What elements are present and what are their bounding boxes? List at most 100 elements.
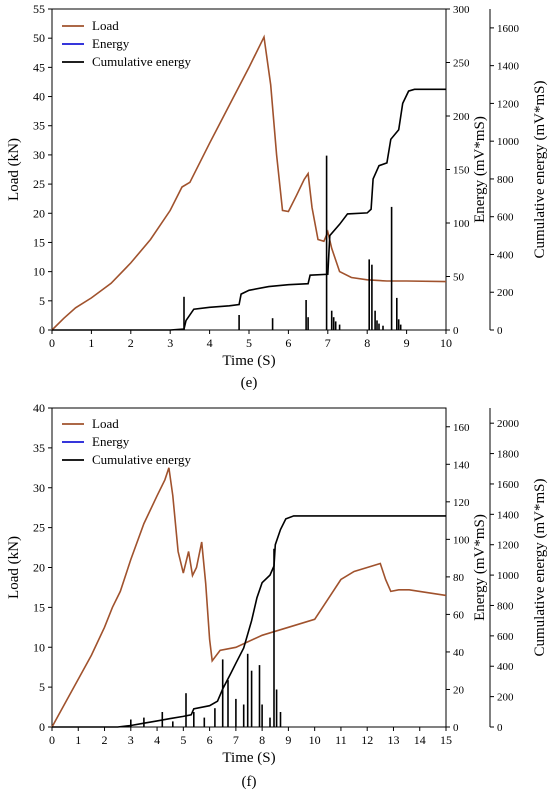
x-tick-label: 5 (180, 733, 186, 747)
y-right2-axis-label: Cumulative energy (mV*mS) (532, 80, 548, 258)
y-left-tick-label: 30 (33, 148, 45, 162)
panel-caption: (e) (241, 375, 258, 391)
x-tick-label: 9 (404, 336, 410, 350)
x-axis-label: Time (S) (222, 353, 275, 369)
y-right2-tick-label: 1600 (497, 479, 520, 491)
y-right1-axis-label: Energy (mV*mS) (472, 116, 488, 223)
y-right2-tick-label: 1200 (497, 540, 520, 552)
y-right2-axis-label: Cumulative energy (mV*mS) (532, 478, 548, 656)
x-tick-label: 11 (335, 733, 347, 747)
y-left-tick-label: 50 (33, 31, 45, 45)
y-left-axis-label: Load (kN) (6, 536, 22, 599)
x-tick-label: 0 (49, 336, 55, 350)
series-line-load (51, 467, 447, 728)
y-left-tick-label: 15 (33, 235, 45, 249)
y-right1-tick-label: 100 (453, 218, 470, 230)
y-left-tick-label: 20 (33, 561, 45, 575)
y-left-axis-label: Load (kN) (6, 138, 22, 201)
y-left-tick-label: 15 (33, 600, 45, 614)
y-right1-tick-label: 40 (453, 647, 465, 659)
chart-f: 0 1 2 3 4 5 6 7 8 9 10 11 12 13 14 15051015202530354002… (6, 401, 548, 790)
x-tick-label: 3 (128, 733, 134, 747)
legend-label: Load (92, 18, 119, 33)
y-right2-tick-label: 1000 (497, 136, 520, 148)
y-right2-tick-label: 800 (497, 174, 514, 186)
x-tick-label: 4 (154, 733, 160, 747)
y-right2-tick-label: 1400 (497, 509, 520, 521)
x-tick-label: 8 (259, 733, 265, 747)
x-tick-label: 1 (88, 336, 94, 350)
legend-label: Energy (92, 434, 130, 449)
y-right1-tick-label: 250 (453, 58, 470, 70)
y-right1-tick-label: 160 (453, 422, 470, 434)
y-right2-tick-label: 600 (497, 212, 514, 224)
x-tick-label: 10 (309, 733, 321, 747)
y-left-tick-label: 5 (39, 294, 45, 308)
y-right2-tick-label: 800 (497, 600, 514, 612)
y-right2-tick-label: 200 (497, 692, 514, 704)
y-right2-tick-label: 1800 (497, 449, 520, 461)
legend-label: Load (92, 416, 119, 431)
y-right1-tick-label: 200 (453, 111, 470, 123)
x-tick-label: 12 (361, 733, 373, 747)
y-left-tick-label: 40 (33, 401, 45, 415)
y-right1-axis-label: Energy (mV*mS) (472, 514, 488, 621)
y-left-tick-label: 45 (33, 60, 45, 74)
x-axis-label: Time (S) (222, 750, 275, 766)
y-right2-tick-label: 0 (497, 325, 503, 337)
y-right2-tick-label: 400 (497, 249, 514, 261)
y-right1-tick-label: 150 (453, 165, 470, 177)
y-right1-tick-label: 0 (453, 722, 459, 734)
chart-e: 0 1 2 3 4 5 6 7 8 9 100510152025303540455055050100… (6, 2, 548, 391)
y-left-tick-label: 10 (33, 640, 45, 654)
x-tick-label: 3 (167, 336, 173, 350)
x-tick-label: 2 (128, 336, 134, 350)
y-right2-tick-label: 200 (497, 287, 514, 299)
x-tick-label: 0 (49, 733, 55, 747)
x-tick-label: 1 (75, 733, 81, 747)
y-right2-tick-label: 2000 (497, 418, 520, 430)
y-left-tick-label: 25 (33, 521, 45, 535)
y-right2-tick-label: 1200 (497, 98, 520, 110)
y-left-tick-label: 30 (33, 481, 45, 495)
series-line-cumulative-energy (52, 515, 446, 728)
y-left-tick-label: 0 (39, 323, 45, 337)
x-tick-label: 2 (102, 733, 108, 747)
y-left-tick-label: 0 (39, 720, 45, 734)
x-tick-label: 10 (440, 336, 452, 350)
y-right1-tick-label: 50 (453, 272, 465, 284)
y-left-tick-label: 35 (33, 441, 45, 455)
y-left-tick-label: 20 (33, 206, 45, 220)
y-right2-tick-label: 1600 (497, 23, 520, 35)
y-left-tick-label: 10 (33, 265, 45, 279)
y-right1-tick-label: 120 (453, 497, 470, 509)
y-right1-tick-label: 80 (453, 572, 465, 584)
y-right2-tick-label: 600 (497, 631, 514, 643)
y-right1-tick-label: 100 (453, 534, 470, 546)
y-right1-tick-label: 20 (453, 684, 465, 696)
y-left-tick-label: 25 (33, 177, 45, 191)
x-tick-label: 5 (246, 336, 252, 350)
legend-label: Energy (92, 36, 130, 51)
y-right2-tick-label: 0 (497, 722, 503, 734)
y-left-tick-label: 55 (33, 2, 45, 16)
legend-label: Cumulative energy (92, 452, 192, 467)
x-tick-label: 15 (440, 733, 452, 747)
y-left-tick-label: 40 (33, 90, 45, 104)
y-right1-tick-label: 140 (453, 459, 470, 471)
x-tick-label: 14 (414, 733, 426, 747)
y-right2-tick-label: 400 (497, 661, 514, 673)
legend: Load Energy Cumulative energy (62, 416, 192, 467)
panel-caption: (f) (242, 774, 257, 790)
x-tick-label: 6 (285, 336, 291, 350)
series-line-load (51, 34, 447, 331)
x-tick-label: 13 (387, 733, 399, 747)
legend-label: Cumulative energy (92, 54, 192, 69)
y-right1-tick-label: 300 (453, 4, 470, 16)
y-right2-tick-label: 1400 (497, 61, 520, 73)
legend: Load Energy Cumulative energy (62, 18, 192, 69)
x-tick-label: 6 (207, 733, 213, 747)
x-tick-label: 9 (285, 733, 291, 747)
y-right1-tick-label: 60 (453, 609, 465, 621)
